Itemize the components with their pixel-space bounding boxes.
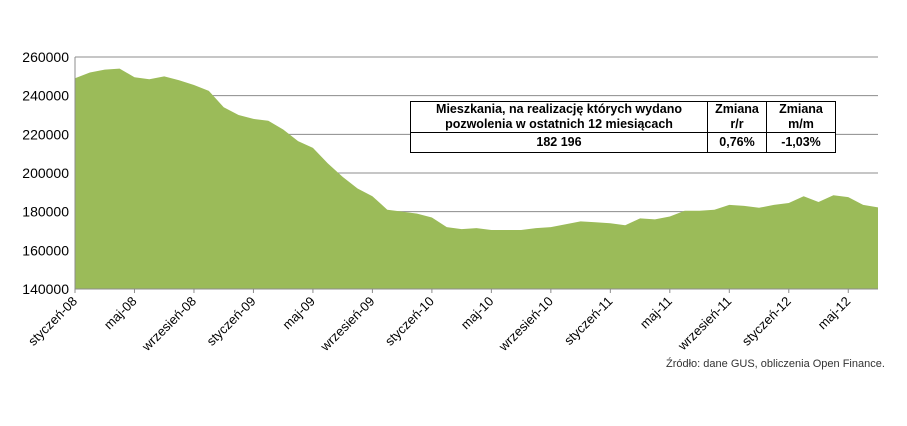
- x-axis-ticks: styczeń-08 maj-08 wrzesień-08 styczeń-09 maj…: [25, 289, 853, 354]
- summary-values-row: 182 196 0,76% -1,03%: [410, 132, 836, 153]
- x-tick-label: wrzesień-11: [674, 294, 734, 354]
- x-tick-label: styczeń-10: [382, 294, 437, 349]
- x-tick-label: maj-08: [101, 294, 140, 333]
- header-change-mom: Zmiana m/m: [766, 101, 836, 133]
- value-total: 182 196: [410, 132, 708, 153]
- x-tick-label: wrzesień-09: [317, 294, 378, 355]
- y-tick-label: 240000: [22, 88, 69, 104]
- value-change-mom: -1,03%: [766, 132, 836, 153]
- x-tick-label: styczeń-09: [203, 294, 258, 349]
- summary-header-row: Mieszkania, na realizację których wydano…: [410, 101, 836, 133]
- y-axis-ticks: 140000 160000 180000 200000 220000 240000 2600…: [22, 49, 69, 297]
- value-change-yoy: 0,76%: [707, 132, 767, 153]
- source-note: Źródło: dane GUS, obliczenia Open Financ…: [666, 358, 885, 370]
- x-tick-label: wrzesień-08: [138, 294, 199, 355]
- y-tick-label: 220000: [22, 126, 69, 142]
- y-tick-label: 140000: [22, 281, 69, 297]
- summary-table: Mieszkania, na realizację których wydano…: [410, 101, 836, 153]
- x-tick-label: styczeń-11: [561, 294, 615, 348]
- x-tick-label: wrzesień-10: [495, 294, 556, 355]
- y-tick-label: 200000: [22, 165, 69, 181]
- y-tick-label: 160000: [22, 242, 69, 258]
- y-tick-label: 180000: [22, 204, 69, 220]
- header-main: Mieszkania, na realizację których wydano…: [410, 101, 708, 133]
- x-tick-label: styczeń-12: [739, 294, 794, 349]
- x-tick-label: styczeń-08: [25, 294, 80, 349]
- x-tick-label: maj-12: [815, 294, 854, 333]
- x-tick-label: maj-10: [458, 294, 497, 333]
- chart-area-layer: [75, 68, 878, 289]
- x-tick-label: maj-11: [637, 294, 675, 332]
- chart-axes: [74, 57, 878, 290]
- y-tick-label: 260000: [22, 49, 69, 65]
- header-change-yoy: Zmiana r/r: [707, 101, 767, 133]
- x-tick-label: maj-09: [279, 294, 318, 333]
- series-area: [75, 68, 878, 289]
